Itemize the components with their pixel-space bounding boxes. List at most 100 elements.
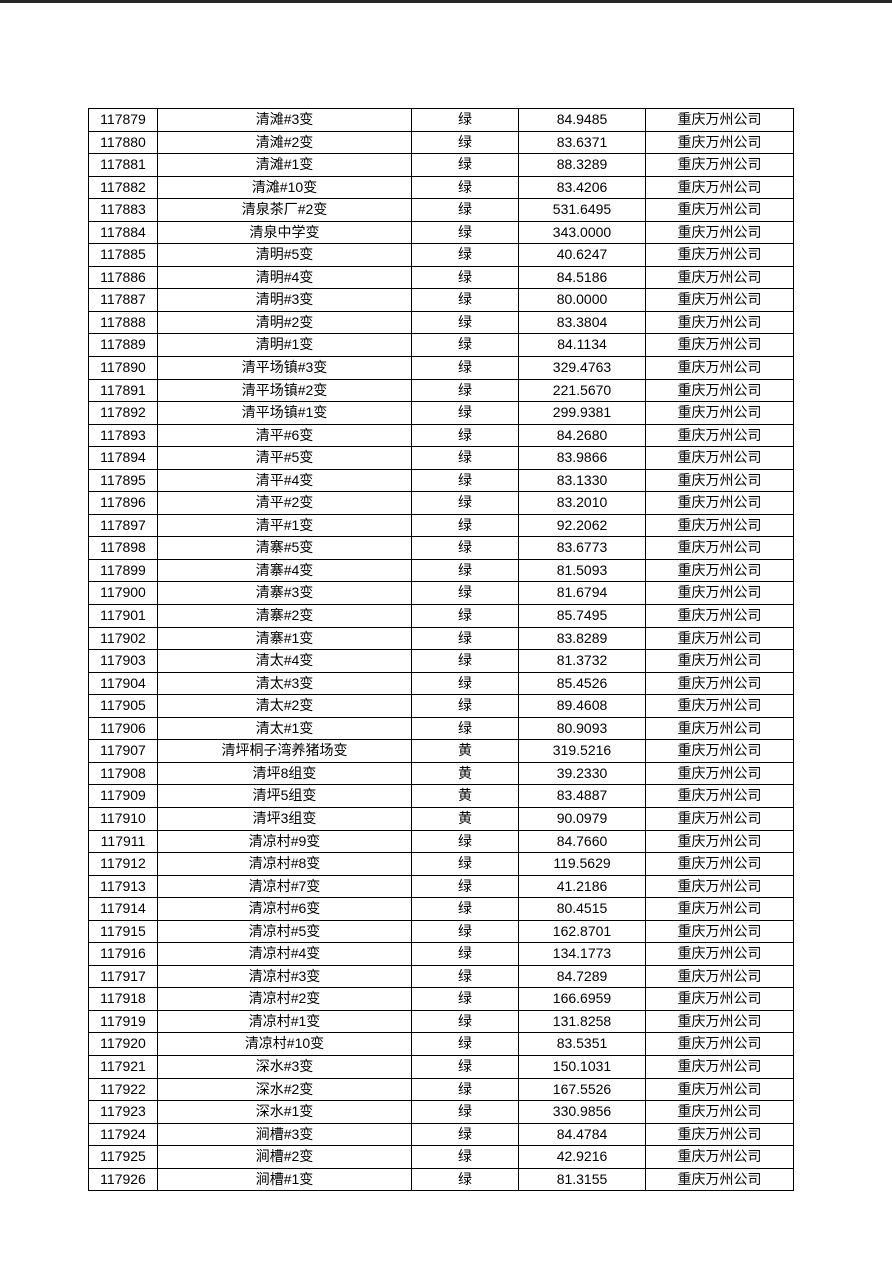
cell-id: 117913	[88, 874, 158, 899]
table-row: 117918 清凉村#2变绿 166.6959 重庆万州公司	[88, 987, 794, 1011]
cell-name: 涧槽#3变	[157, 1122, 412, 1147]
cell-color: 绿	[411, 1077, 519, 1102]
cell-value: 150.1031	[518, 1054, 646, 1079]
cell-value: 84.5186	[518, 265, 646, 290]
cell-name: 清平#4变	[157, 468, 412, 493]
cell-value: 329.4763	[518, 356, 646, 380]
cell-color: 绿	[411, 310, 519, 335]
table-row: 117907 清坪桐子湾养猪场变黄 319.5216 重庆万州公司	[88, 739, 794, 763]
cell-name: 清坪桐子湾养猪场变	[157, 739, 412, 763]
cell-org: 重庆万州公司	[645, 581, 794, 606]
cell-id: 117926	[88, 1167, 158, 1192]
cell-color: 绿	[411, 964, 519, 989]
cell-value: 80.9093	[518, 716, 646, 741]
cell-id: 117895	[88, 468, 158, 493]
table-row: 117894 清平#5变绿 83.9866 重庆万州公司	[88, 446, 794, 470]
cell-name: 清泉中学变	[157, 220, 412, 245]
cell-value: 84.7660	[518, 829, 646, 854]
cell-name: 清太#2变	[157, 694, 412, 718]
cell-color: 绿	[411, 626, 519, 651]
cell-color: 绿	[411, 1009, 519, 1034]
table-row: 117908 清坪8组变黄 39.2330 重庆万州公司	[88, 761, 794, 786]
cell-color: 绿	[411, 288, 519, 312]
cell-value: 319.5216	[518, 739, 646, 763]
cell-org: 重庆万州公司	[645, 333, 794, 358]
cell-name: 清寨#2变	[157, 604, 412, 628]
table-row: 117915 清凉村#5变绿 162.8701 重庆万州公司	[88, 919, 794, 944]
cell-org: 重庆万州公司	[645, 716, 794, 741]
table-row: 117891 清平场镇#2变绿 221.5670 重庆万州公司	[88, 378, 794, 403]
cell-org: 重庆万州公司	[645, 310, 794, 335]
cell-color: 绿	[411, 1032, 519, 1056]
cell-name: 清明#3变	[157, 288, 412, 312]
cell-value: 80.0000	[518, 288, 646, 312]
cell-org: 重庆万州公司	[645, 1100, 794, 1124]
cell-id: 117904	[88, 671, 158, 696]
cell-id: 117909	[88, 784, 158, 808]
cell-value: 83.2010	[518, 491, 646, 515]
cell-color: 绿	[411, 942, 519, 966]
table-row: 117881 清滩#1变绿 88.3289 重庆万州公司	[88, 153, 794, 177]
table-row: 117896 清平#2变绿 83.2010 重庆万州公司	[88, 491, 794, 515]
cell-name: 涧槽#1变	[157, 1167, 412, 1192]
cell-org: 重庆万州公司	[645, 784, 794, 808]
cell-value: 84.4784	[518, 1122, 646, 1147]
cell-id: 117891	[88, 378, 158, 403]
table-row: 117893 清平#6变绿 84.2680 重庆万州公司	[88, 423, 794, 448]
cell-name: 清凉村#7变	[157, 874, 412, 899]
cell-name: 清泉茶厂#2变	[157, 198, 412, 222]
cell-org: 重庆万州公司	[645, 694, 794, 718]
cell-org: 重庆万州公司	[645, 198, 794, 222]
cell-id: 117899	[88, 558, 158, 583]
cell-color: 绿	[411, 378, 519, 403]
cell-name: 清太#3变	[157, 671, 412, 696]
cell-org: 重庆万州公司	[645, 1032, 794, 1056]
cell-org: 重庆万州公司	[645, 130, 794, 155]
cell-org: 重庆万州公司	[645, 220, 794, 245]
cell-color: 绿	[411, 265, 519, 290]
cell-color: 绿	[411, 1122, 519, 1147]
table-row: 117920 清凉村#10变绿 83.5351 重庆万州公司	[88, 1032, 794, 1056]
cell-org: 重庆万州公司	[645, 739, 794, 763]
cell-color: 绿	[411, 401, 519, 425]
cell-id: 117901	[88, 604, 158, 628]
cell-org: 重庆万州公司	[645, 897, 794, 921]
cell-name: 清平场镇#1变	[157, 401, 412, 425]
table-row: 117889 清明#1变绿 84.1134 重庆万州公司	[88, 333, 794, 358]
cell-id: 117886	[88, 265, 158, 290]
cell-name: 深水#3变	[157, 1054, 412, 1079]
table-row: 117917 清凉村#3变绿 84.7289 重庆万州公司	[88, 964, 794, 989]
cell-id: 117885	[88, 243, 158, 267]
cell-id: 117910	[88, 806, 158, 831]
cell-value: 85.7495	[518, 604, 646, 628]
cell-name: 清明#4变	[157, 265, 412, 290]
cell-id: 117906	[88, 716, 158, 741]
cell-org: 重庆万州公司	[645, 558, 794, 583]
cell-value: 81.3155	[518, 1167, 646, 1192]
cell-value: 83.6371	[518, 130, 646, 155]
cell-color: 绿	[411, 829, 519, 854]
cell-name: 清平#2变	[157, 491, 412, 515]
cell-org: 重庆万州公司	[645, 964, 794, 989]
cell-color: 绿	[411, 513, 519, 538]
cell-id: 117921	[88, 1054, 158, 1079]
cell-id: 117905	[88, 694, 158, 718]
cell-value: 83.8289	[518, 626, 646, 651]
cell-name: 清平#6变	[157, 423, 412, 448]
cell-color: 绿	[411, 423, 519, 448]
cell-color: 绿	[411, 558, 519, 583]
cell-name: 清坪5组变	[157, 784, 412, 808]
data-table-body: 117879 清滩#3变绿 84.9485 重庆万州公司 117880 清滩#2变绿 83.…	[88, 108, 794, 1192]
table-row: 117885 清明#5变绿 40.6247 重庆万州公司	[88, 243, 794, 267]
cell-value: 330.9856	[518, 1100, 646, 1124]
table-row: 117903 清太#4变绿 81.3732 重庆万州公司	[88, 649, 794, 673]
cell-name: 清明#1变	[157, 333, 412, 358]
cell-color: 绿	[411, 220, 519, 245]
cell-id: 117911	[88, 829, 158, 854]
cell-color: 绿	[411, 446, 519, 470]
cell-name: 清寨#5变	[157, 536, 412, 560]
cell-color: 绿	[411, 243, 519, 267]
cell-id: 117920	[88, 1032, 158, 1056]
cell-id: 117922	[88, 1077, 158, 1102]
